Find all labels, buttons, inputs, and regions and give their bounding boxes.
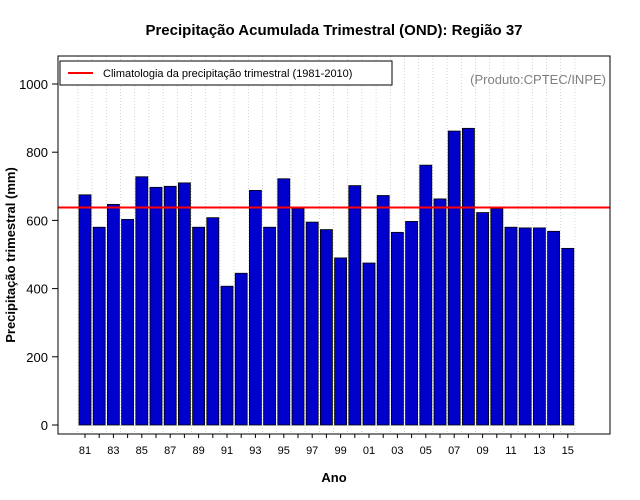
bar-00	[348, 185, 362, 426]
bar-11	[504, 226, 518, 426]
y-tick-label: 800	[26, 145, 48, 160]
bar-10	[490, 208, 504, 426]
x-tick-label: 05	[420, 445, 432, 457]
y-axis-label: Precipitação trimestral (mm)	[3, 167, 18, 343]
y-tick-label: 200	[26, 350, 48, 365]
legend-label: Climatologia da precipitação trimestral …	[103, 68, 352, 80]
legend-box	[59, 60, 393, 86]
x-tick-label: 11	[505, 445, 516, 457]
bar-09	[476, 212, 490, 426]
bar-83	[107, 203, 120, 426]
y-tick-label: 0	[41, 418, 48, 433]
x-tick-label: 09	[476, 445, 488, 457]
x-tick-label: 13	[533, 445, 545, 457]
bar-95	[277, 178, 291, 426]
bar-93	[248, 189, 262, 426]
bar-87	[163, 185, 177, 426]
x-tick-label: 85	[136, 445, 148, 457]
bar-07	[447, 130, 461, 426]
bar-02	[376, 195, 390, 426]
x-tick-label: 93	[249, 445, 261, 457]
chart-title: Precipitação Acumulada Trimestral (OND):…	[145, 22, 522, 39]
y-tick-label: 400	[26, 282, 48, 297]
y-tick-label: 1000	[19, 77, 48, 92]
bar-05	[419, 164, 433, 426]
x-tick-label: 81	[79, 445, 91, 457]
bar-96	[291, 208, 305, 426]
x-tick-label: 03	[391, 445, 403, 457]
x-tick-label: 07	[448, 445, 460, 457]
bar-13	[533, 227, 546, 426]
x-tick-label: 89	[192, 445, 204, 457]
bar-85	[135, 176, 149, 426]
source-label: (Produto:CPTEC/INPE)	[470, 72, 606, 87]
bar-98	[319, 229, 333, 426]
x-tick-label: 97	[306, 445, 318, 457]
bar-04	[405, 221, 419, 426]
plot-border	[57, 55, 611, 435]
x-axis: 81 83 85 87 89 91 93 95 97 99 01 03 05 07 09 11 13 15	[79, 434, 574, 457]
x-tick-label: 01	[363, 445, 375, 457]
bar-03	[390, 231, 404, 426]
bar-08	[461, 127, 475, 426]
grid	[77, 56, 576, 434]
bar-91	[220, 285, 234, 426]
bar-92	[234, 272, 248, 426]
x-axis-label: Ano	[321, 470, 346, 485]
x-tick-label: 87	[164, 445, 176, 457]
bar-86	[149, 186, 163, 426]
bar-94	[263, 226, 277, 426]
bar-90	[206, 217, 220, 426]
y-axis: 0 200 400 600 800 1000	[19, 77, 58, 433]
x-tick-label: 91	[221, 445, 233, 457]
legend: Climatologia da precipitação trimestral …	[59, 60, 393, 86]
bar-97	[305, 221, 319, 426]
x-tick-label: 95	[278, 445, 290, 457]
bar-14	[547, 230, 560, 426]
bar-89	[192, 226, 206, 426]
x-tick-label: 99	[334, 445, 346, 457]
bar-15	[561, 247, 575, 426]
bars	[78, 127, 575, 426]
bar-81	[78, 194, 92, 426]
bar-82	[92, 226, 106, 426]
bar-01	[362, 262, 376, 426]
y-tick-label: 600	[26, 213, 48, 228]
x-tick-label: 83	[107, 445, 119, 457]
bar-88	[177, 182, 191, 426]
bar-12	[518, 227, 532, 426]
bar-06	[433, 198, 447, 426]
x-tick-label: 15	[562, 445, 574, 457]
bar-99	[334, 257, 348, 426]
bar-84	[121, 218, 134, 426]
